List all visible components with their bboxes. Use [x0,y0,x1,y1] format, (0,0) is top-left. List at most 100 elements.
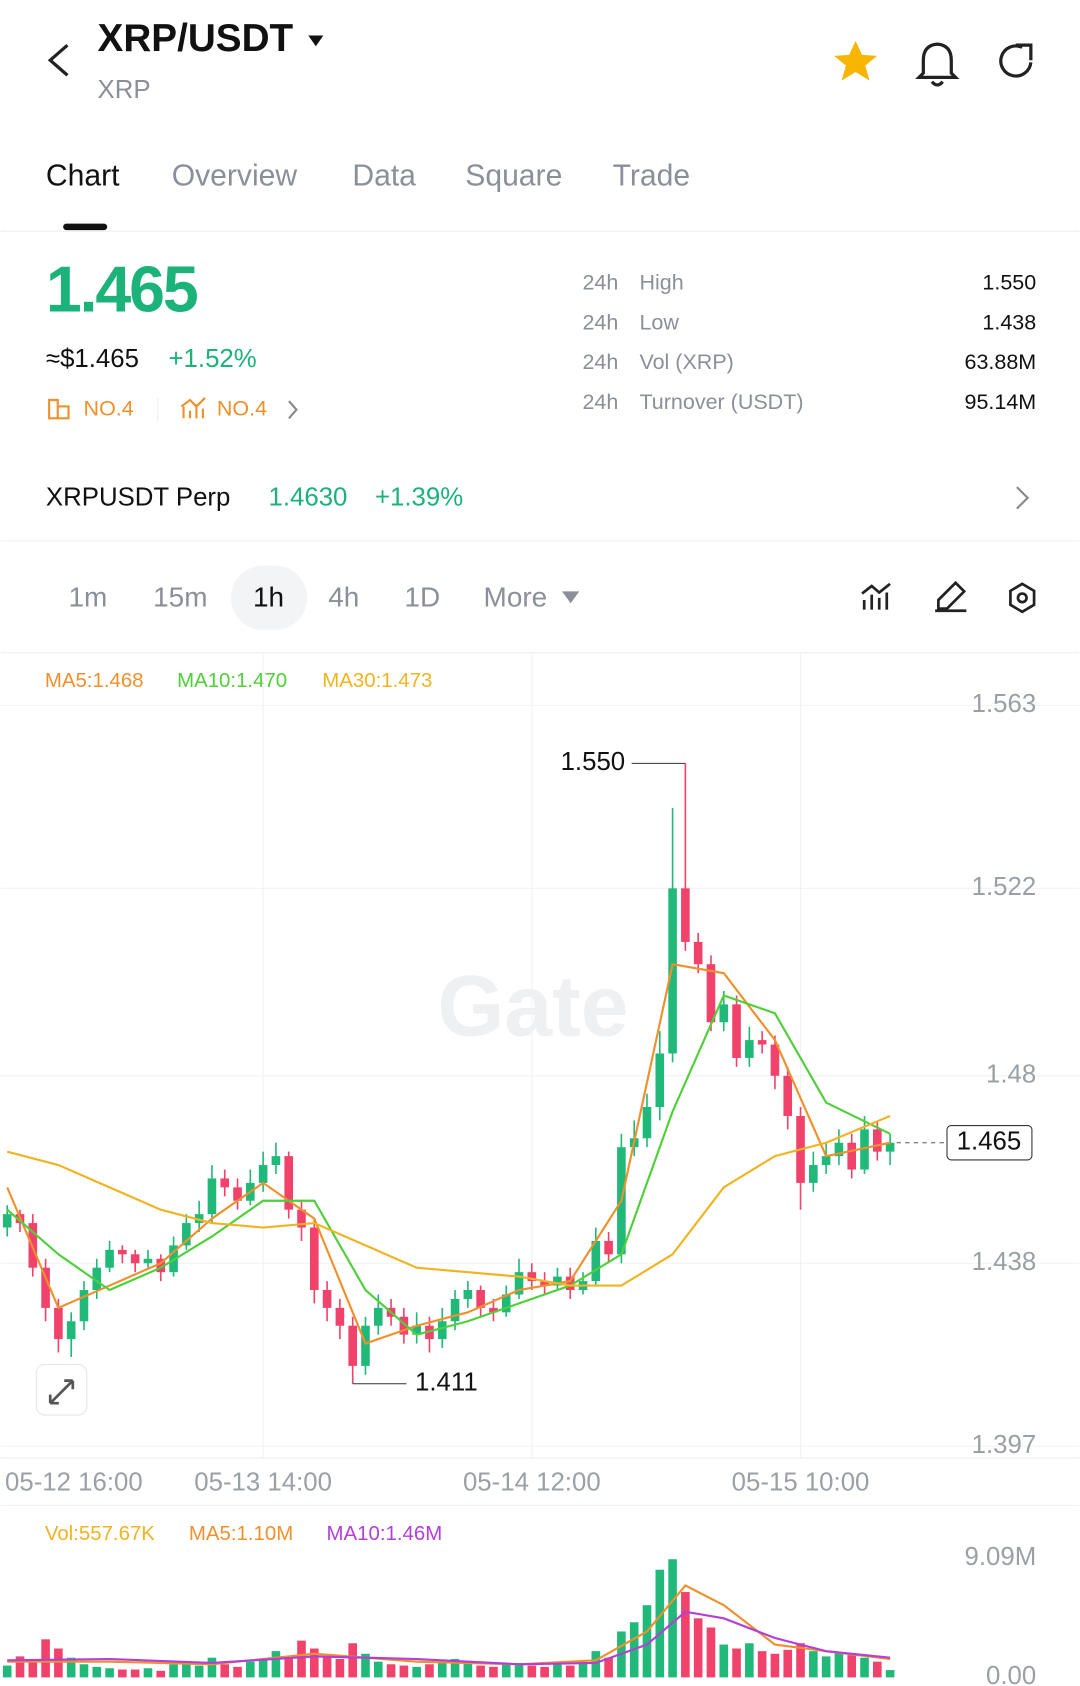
ma-line [6,962,891,1345]
y-tick-label: 1.522 [972,873,1037,901]
x-tick-label: 05-14 12:00 [463,1469,601,1497]
volume-bar [642,1605,652,1678]
stat-value: 63.88M [965,350,1037,374]
volume-bar [796,1643,805,1678]
perp-change: +1.39% [375,484,463,512]
volume-bar [386,1664,396,1678]
x-tick-label: 05-15 10:00 [732,1469,870,1497]
volume-bar [233,1666,242,1678]
volume-bar [412,1666,421,1678]
perp-name[interactable]: XRPUSDT Perp [46,484,230,512]
volume-bar [527,1665,537,1678]
volume-bar [207,1657,217,1678]
candle-body [489,1307,498,1313]
candle-body [476,1290,485,1308]
volume-bar [271,1651,281,1678]
tab[interactable]: Chart [46,159,120,192]
tab[interactable]: Trade [613,159,691,192]
volume-bar [757,1651,767,1678]
y-tick-label: 1.48 [986,1061,1036,1089]
stat-value: 95.14M [965,390,1037,414]
back-button[interactable] [47,43,69,77]
settings-button[interactable] [1009,582,1036,614]
interval[interactable]: 1D [404,581,440,612]
stat-value: 1.550 [982,271,1036,295]
candle-body [809,1165,818,1183]
volume-bar [182,1661,191,1678]
volume-bar [809,1651,818,1678]
volume-bar [885,1670,895,1678]
price-change: +1.52% [168,345,256,373]
expand-icon[interactable] [48,1379,75,1405]
interval[interactable]: 4h [328,581,359,612]
more-dropdown[interactable] [562,591,580,604]
tab[interactable]: Square [465,159,562,192]
interval[interactable]: 15m [153,581,207,612]
candle-body [233,1187,242,1201]
volume-bar [719,1644,729,1678]
volume-tick-label: 0.00 [986,1662,1036,1686]
volume-bar [143,1668,153,1678]
volume-bar [873,1661,882,1678]
tab-indicator [63,223,108,231]
candle-body [693,941,703,965]
volume-bar [399,1665,409,1678]
y-tick-label: 1.438 [972,1248,1037,1276]
volume-bar [693,1618,703,1678]
stat-value: 1.438 [982,310,1036,334]
chevron[interactable] [1016,486,1030,510]
volume-bar [681,1592,690,1678]
candle-body [527,1272,537,1282]
pair-title[interactable]: XRP/USDT [98,17,294,60]
candle-body [297,1209,306,1228]
y-tick-label: 1.397 [972,1431,1037,1459]
volume-bar [591,1651,601,1678]
candle-body [118,1249,127,1255]
volume-bar [92,1666,102,1678]
volume-bar [322,1656,332,1678]
draw-button[interactable] [935,580,967,613]
favorite-star[interactable] [834,40,878,81]
volume-bar [604,1657,613,1678]
volume-ma-line [7,1584,891,1666]
candle-body [373,1307,383,1326]
pair-dropdown[interactable] [308,35,324,47]
ma-line [6,1114,891,1287]
candle-body [348,1325,357,1366]
volume-bar [156,1670,166,1678]
alert-bell[interactable] [915,42,960,87]
volume-legend: MA5:1.10M [189,1523,293,1545]
candle-body [553,1276,562,1286]
interval[interactable]: 1m [68,581,107,612]
stat-label: Vol (XRP) [639,350,733,374]
rank-market-cap[interactable]: NO.4 [84,396,134,420]
interval-selected-bg [230,565,308,631]
volume-bar [297,1640,306,1678]
candle-body [719,1004,729,1023]
tab[interactable]: Overview [172,159,298,192]
indicator-button[interactable] [861,582,891,610]
interval[interactable]: More [484,581,548,612]
stat-period: 24h [582,390,618,414]
volume-legend: Vol:557.67K [45,1523,155,1545]
volume-bar [66,1657,76,1678]
chevron [288,400,298,419]
share-button[interactable] [999,43,1033,78]
rank-volume[interactable]: NO.4 [217,396,267,420]
usd-price: ≈$1.465 [46,345,139,373]
y-tick-label: 1.563 [972,690,1037,718]
current-price-label: 1.465 [957,1128,1022,1156]
x-tick-label: 05-13 14:00 [194,1469,332,1497]
candle-body [79,1290,89,1322]
last-price: 1.465 [46,254,198,326]
candle-body [514,1272,524,1295]
tab[interactable]: Data [352,159,416,192]
expand-button[interactable] [35,1363,88,1416]
volume-bar [847,1655,857,1678]
volume-bar [194,1665,204,1678]
volume-bar [41,1639,50,1678]
interval[interactable]: 1h [253,581,284,612]
settings-button[interactable] [1016,592,1028,604]
volume-bar [258,1659,268,1678]
